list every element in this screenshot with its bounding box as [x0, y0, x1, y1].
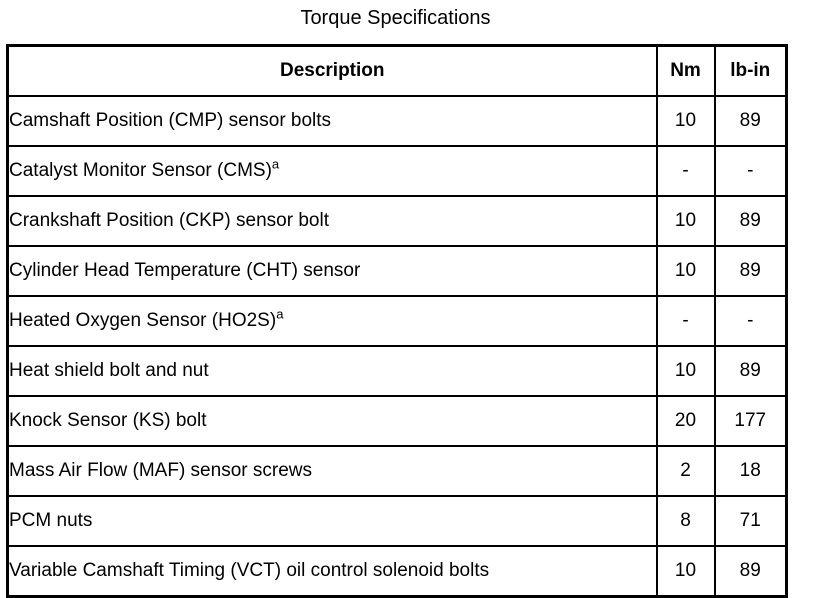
- table-body: Camshaft Position (CMP) sensor bolts 10 89…: [6, 95, 788, 598]
- table-row: Camshaft Position (CMP) sensor bolts 10 89: [6, 95, 788, 147]
- footnote-marker: a: [276, 306, 284, 322]
- lb-in-value-cell: 89: [713, 195, 788, 247]
- table-row: Heated Oxygen Sensor (HO2S)a - -: [6, 295, 788, 347]
- lb-in-value-cell: 71: [713, 495, 788, 547]
- torque-spec-table: Description Nm lb-in Camshaft Position (…: [6, 44, 788, 598]
- description-cell: Mass Air Flow (MAF) sensor screws: [6, 445, 658, 497]
- description-cell: PCM nuts: [6, 495, 658, 547]
- lb-in-value-cell: -: [713, 295, 788, 347]
- table-row: Variable Camshaft Timing (VCT) oil contr…: [6, 545, 788, 598]
- description-cell: Heated Oxygen Sensor (HO2S)a: [6, 295, 658, 347]
- column-header-lb-in: lb-in: [713, 44, 788, 97]
- description-cell: Camshaft Position (CMP) sensor bolts: [6, 95, 658, 147]
- nm-value-cell: 20: [655, 395, 716, 447]
- lb-in-value-cell: 177: [713, 395, 788, 447]
- nm-value-cell: 10: [655, 345, 716, 397]
- description-cell: Knock Sensor (KS) bolt: [6, 395, 658, 447]
- nm-value-cell: -: [655, 145, 716, 197]
- description-cell: Cylinder Head Temperature (CHT) sensor: [6, 245, 658, 297]
- lb-in-value-cell: 89: [713, 345, 788, 397]
- description-cell: Catalyst Monitor Sensor (CMS)a: [6, 145, 658, 197]
- table-row: Crankshaft Position (CKP) sensor bolt 10 8…: [6, 195, 788, 247]
- nm-value-cell: 10: [655, 95, 716, 147]
- description-cell: Crankshaft Position (CKP) sensor bolt: [6, 195, 658, 247]
- description-cell: Variable Camshaft Timing (VCT) oil contr…: [6, 545, 658, 598]
- lb-in-value-cell: 18: [713, 445, 788, 497]
- page-title: Torque Specifications: [300, 7, 491, 29]
- nm-value-cell: 10: [655, 545, 716, 598]
- nm-value-cell: 8: [655, 495, 716, 547]
- table-row: Cylinder Head Temperature (CHT) sensor 10…: [6, 245, 788, 297]
- table-row: Knock Sensor (KS) bolt 20 177: [6, 395, 788, 447]
- footnote-marker: a: [271, 156, 280, 172]
- lb-in-value-cell: 89: [713, 245, 788, 297]
- table-row: Catalyst Monitor Sensor (CMS)a - -: [6, 145, 788, 197]
- nm-value-cell: -: [655, 295, 716, 347]
- lb-in-value-cell: -: [713, 145, 788, 197]
- lb-in-value-cell: 89: [713, 95, 788, 147]
- nm-value-cell: 10: [655, 195, 716, 247]
- table-row: Mass Air Flow (MAF) sensor screws 2 18: [6, 445, 788, 497]
- column-header-description: Description: [6, 44, 658, 97]
- description-cell: Heat shield bolt and nut: [6, 345, 658, 397]
- table-row: Heat shield bolt and nut 10 89: [6, 345, 788, 397]
- nm-value-cell: 2: [655, 445, 716, 497]
- lb-in-value-cell: 89: [713, 545, 788, 598]
- table-row: PCM nuts 8 71: [6, 495, 788, 547]
- nm-value-cell: 10: [655, 245, 716, 297]
- column-header-nm: Nm: [655, 44, 716, 97]
- table-header-row: Description Nm lb-in: [6, 44, 788, 97]
